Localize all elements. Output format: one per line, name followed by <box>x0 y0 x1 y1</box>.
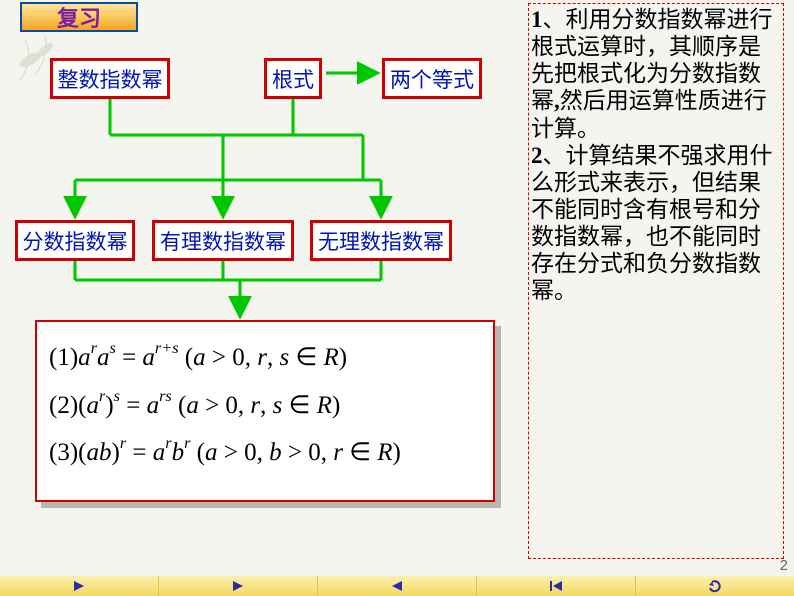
node-integer-exponent: 整数指数幂 <box>50 58 170 99</box>
nav-next-icon[interactable] <box>0 576 159 596</box>
node-label: 无理数指数幂 <box>318 230 444 254</box>
node-two-equations: 两个等式 <box>382 58 482 99</box>
node-fractional-exponent: 分数指数幂 <box>15 220 135 261</box>
review-tag-text: 复习 <box>57 1 101 33</box>
formula-box: (1)aras = ar+s (a > 0, r, s ∈ R) (2)(ar)… <box>35 320 495 502</box>
page-number: 2 <box>780 557 788 574</box>
notes-panel: 1、利用分数指数幂进行根式运算时，其顺序是先把根式化为分数指数幂,然后用运算性质… <box>528 3 784 559</box>
note-number-2: 2 <box>531 143 543 168</box>
note-number-1: 1 <box>531 7 543 32</box>
nav-bar <box>0 576 794 596</box>
formula-2: (2)(ar)s = ars (a > 0, r, s ∈ R) <box>49 382 481 430</box>
note-1b: 然后用运算性质进行计算。 <box>531 88 767 140</box>
diagram-area: 整数指数幂 根式 两个等式 分数指数幂 有理数指数幂 无理数指数幂 (1)ara… <box>10 40 520 560</box>
review-tag: 复习 <box>20 2 138 32</box>
note-2: 、计算结果不强求用什么形式来表示，但结果不能同时含有根号和分数指数幂，也不能同时… <box>531 143 773 304</box>
node-rational-exponent: 有理数指数幂 <box>152 220 294 261</box>
node-radical: 根式 <box>264 58 322 99</box>
nav-undo-icon[interactable] <box>636 576 794 596</box>
nav-first-icon[interactable] <box>477 576 636 596</box>
node-irrational-exponent: 无理数指数幂 <box>310 220 452 261</box>
formula-3: (3)(ab)r = arbr (a > 0, b > 0, r ∈ R) <box>49 429 481 477</box>
node-label: 根式 <box>272 68 314 92</box>
node-label: 整数指数幂 <box>58 68 163 92</box>
nav-back-icon[interactable] <box>318 576 477 596</box>
node-label: 分数指数幂 <box>23 230 128 254</box>
nav-forward-icon[interactable] <box>159 576 318 596</box>
node-label: 有理数指数幂 <box>160 230 286 254</box>
formula-1: (1)aras = ar+s (a > 0, r, s ∈ R) <box>49 334 481 382</box>
node-label: 两个等式 <box>390 68 474 92</box>
